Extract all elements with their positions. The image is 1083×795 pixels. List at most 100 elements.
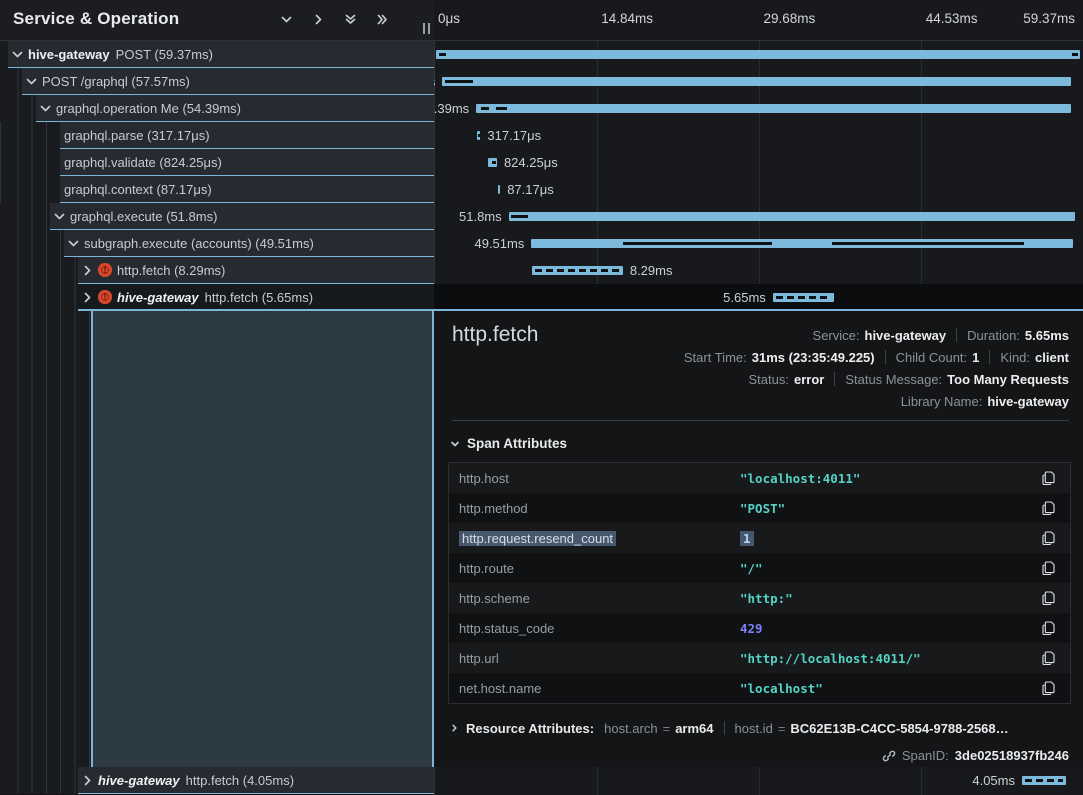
span-duration-bar[interactable]: [531, 239, 1073, 248]
span-name-cell[interactable]: graphql.execute (51.8ms): [50, 203, 434, 230]
copy-icon[interactable]: [1026, 650, 1070, 666]
copy-icon[interactable]: [1026, 590, 1070, 606]
divider: [452, 420, 1069, 421]
child-span-mark: [480, 107, 489, 110]
chevron-down-icon[interactable]: [12, 49, 23, 60]
copy-icon[interactable]: [1026, 500, 1070, 516]
expand-all-icon[interactable]: [375, 12, 390, 27]
bar-duration-label: 8.29ms: [629, 263, 673, 278]
bar-duration-label: 317.17μs: [487, 128, 542, 143]
span-row-graphql-parse[interactable]: graphql.parse (317.17μs) 317.17μs: [0, 122, 1083, 149]
chevron-down-icon[interactable]: [26, 76, 37, 87]
span-duration-bar[interactable]: [508, 212, 1075, 221]
span-row-graphql-operation-me[interactable]: graphql.operation Me (54.39ms) 54.39ms: [0, 95, 1083, 122]
span-bar-cell[interactable]: 49.51ms: [434, 230, 1083, 257]
copy-icon[interactable]: [1026, 680, 1070, 696]
span-row-subgraph-execute-accounts-[interactable]: subgraph.execute (accounts) (49.51ms) 49.…: [0, 230, 1083, 257]
bar-duration-label: 87.17μs: [507, 182, 554, 197]
span-row-post-graphql[interactable]: POST /graphql (57.57ms) 57.57ms: [0, 68, 1083, 95]
chevron-down-icon[interactable]: [54, 211, 65, 222]
span-detail-strip: http.fetch Service: hive-gateway Duration:…: [0, 311, 1083, 767]
span-name-cell[interactable]: subgraph.execute (accounts) (49.51ms): [64, 230, 434, 257]
attribute-row-http.method[interactable]: http.method "POST": [449, 493, 1070, 523]
span-duration-bar[interactable]: [487, 158, 497, 167]
collapse-one-icon[interactable]: [279, 12, 294, 27]
chevron-right-icon: [84, 292, 91, 302]
span-row-http-fetch[interactable]: ! hive-gateway http.fetch (5.65ms) 5.65ms: [0, 284, 1083, 311]
child-span-mark: [511, 215, 529, 218]
attribute-row-net.host.name[interactable]: net.host.name "localhost": [449, 673, 1070, 703]
span-bar-cell[interactable]: 8.29ms: [434, 257, 1083, 284]
span-duration-bar[interactable]: [1021, 776, 1067, 785]
attribute-key: http.scheme: [459, 590, 530, 606]
span-duration-bar[interactable]: [476, 131, 481, 140]
resource-attributes-row[interactable]: Resource Attributes: host.arch = arm64 host…: [450, 715, 1071, 741]
meta-line: Status: error Status Message: Too Many Requ…: [684, 368, 1070, 390]
attribute-row-http.scheme[interactable]: http.scheme "http:": [449, 583, 1070, 613]
panel-splitter-handle[interactable]: [420, 20, 432, 36]
span-name-cell[interactable]: graphql.validate (824.25μs): [60, 149, 434, 176]
span-row-graphql-validate[interactable]: graphql.validate (824.25μs) 824.25μs: [0, 149, 1083, 176]
expand-one-icon[interactable]: [311, 12, 326, 27]
chevron-down-icon[interactable]: [40, 103, 51, 114]
span-row-post[interactable]: hive-gateway POST (59.37ms): [0, 41, 1083, 68]
operation-name: POST /graphql (57.57ms): [42, 73, 190, 89]
span-row-graphql-execute[interactable]: graphql.execute (51.8ms) 51.8ms: [0, 203, 1083, 230]
operation-name: subgraph.execute (accounts) (49.51ms): [84, 235, 314, 251]
span-bar-cell[interactable]: 5.65ms: [434, 284, 1083, 311]
chevron-right-icon[interactable]: [82, 292, 93, 303]
service-name: hive-gateway: [28, 46, 110, 62]
span-bar-cell[interactable]: 87.17μs: [434, 176, 1083, 203]
span-name-cell[interactable]: ! hive-gateway http.fetch (5.65ms): [78, 284, 434, 311]
copy-icon[interactable]: [1026, 560, 1070, 576]
span-bar-cell[interactable]: 51.8ms: [434, 203, 1083, 230]
attribute-value: "http://localhost:4011/": [740, 650, 921, 666]
copy-icon[interactable]: [1026, 530, 1070, 546]
resource-key: host.id: [734, 720, 773, 736]
span-name-cell[interactable]: graphql.context (87.17μs): [60, 176, 434, 203]
meta-label: Service:: [812, 327, 860, 343]
span-label: POST /graphql (57.57ms): [42, 74, 190, 89]
span-duration-bar[interactable]: [442, 77, 1072, 86]
span-name-cell[interactable]: hive-gateway http.fetch (4.05ms): [78, 767, 434, 794]
span-row-http-fetch[interactable]: ! http.fetch (8.29ms) 8.29ms: [0, 257, 1083, 284]
chevron-right-icon[interactable]: [82, 265, 93, 276]
span-name-cell[interactable]: graphql.parse (317.17μs): [60, 122, 434, 149]
span-duration-bar[interactable]: [435, 50, 1080, 59]
indent-gutter: [0, 284, 78, 311]
span-row-http-fetch[interactable]: hive-gateway http.fetch (4.05ms) 4.05ms: [0, 767, 1083, 794]
attribute-row-http.url[interactable]: http.url "http://localhost:4011/": [449, 643, 1070, 673]
span-duration-bar[interactable]: [498, 185, 501, 194]
span-title: http.fetch: [452, 323, 539, 346]
copy-icon[interactable]: [1026, 470, 1070, 486]
span-name-cell[interactable]: ! http.fetch (8.29ms): [78, 257, 434, 284]
span-name-cell[interactable]: POST /graphql (57.57ms): [22, 68, 434, 95]
divider: [723, 721, 725, 735]
span-row-graphql-context[interactable]: graphql.context (87.17μs) 87.17μs: [0, 176, 1083, 203]
span-duration-bar[interactable]: [772, 293, 835, 302]
link-icon[interactable]: [882, 749, 896, 763]
resource-value: BC62E13B-C4CC-5854-9788-2568…: [790, 720, 1009, 736]
collapse-all-icon[interactable]: [343, 12, 358, 27]
chevron-down-icon[interactable]: [68, 238, 79, 249]
span-bar-cell[interactable]: 4.05ms: [434, 767, 1083, 794]
attribute-row-http.request.resend_count[interactable]: http.request.resend_count 1: [449, 523, 1070, 553]
attribute-row-http.host[interactable]: http.host "localhost:4011": [449, 463, 1070, 493]
attribute-row-http.route[interactable]: http.route "/": [449, 553, 1070, 583]
copy-icon[interactable]: [1026, 620, 1070, 636]
indent-gutter: [0, 767, 78, 794]
span-duration-bar[interactable]: [476, 104, 1071, 113]
span-bar-cell[interactable]: 57.57ms: [434, 68, 1083, 95]
span-duration-bar[interactable]: [531, 266, 623, 275]
attribute-row-http.status_code[interactable]: http.status_code 429: [449, 613, 1070, 643]
span-bar-cell[interactable]: 54.39ms: [434, 95, 1083, 122]
span-name-cell[interactable]: hive-gateway POST (59.37ms): [8, 41, 434, 68]
span-id-label: SpanID:: [901, 748, 949, 763]
span-bar-cell[interactable]: [434, 41, 1083, 68]
span-bar-cell[interactable]: 317.17μs: [434, 122, 1083, 149]
chevron-right-icon[interactable]: [82, 775, 93, 786]
indent-gutter: [0, 257, 78, 284]
span-attributes-header[interactable]: Span Attributes: [450, 436, 567, 451]
span-name-cell[interactable]: graphql.operation Me (54.39ms): [36, 95, 434, 122]
span-bar-cell[interactable]: 824.25μs: [434, 149, 1083, 176]
